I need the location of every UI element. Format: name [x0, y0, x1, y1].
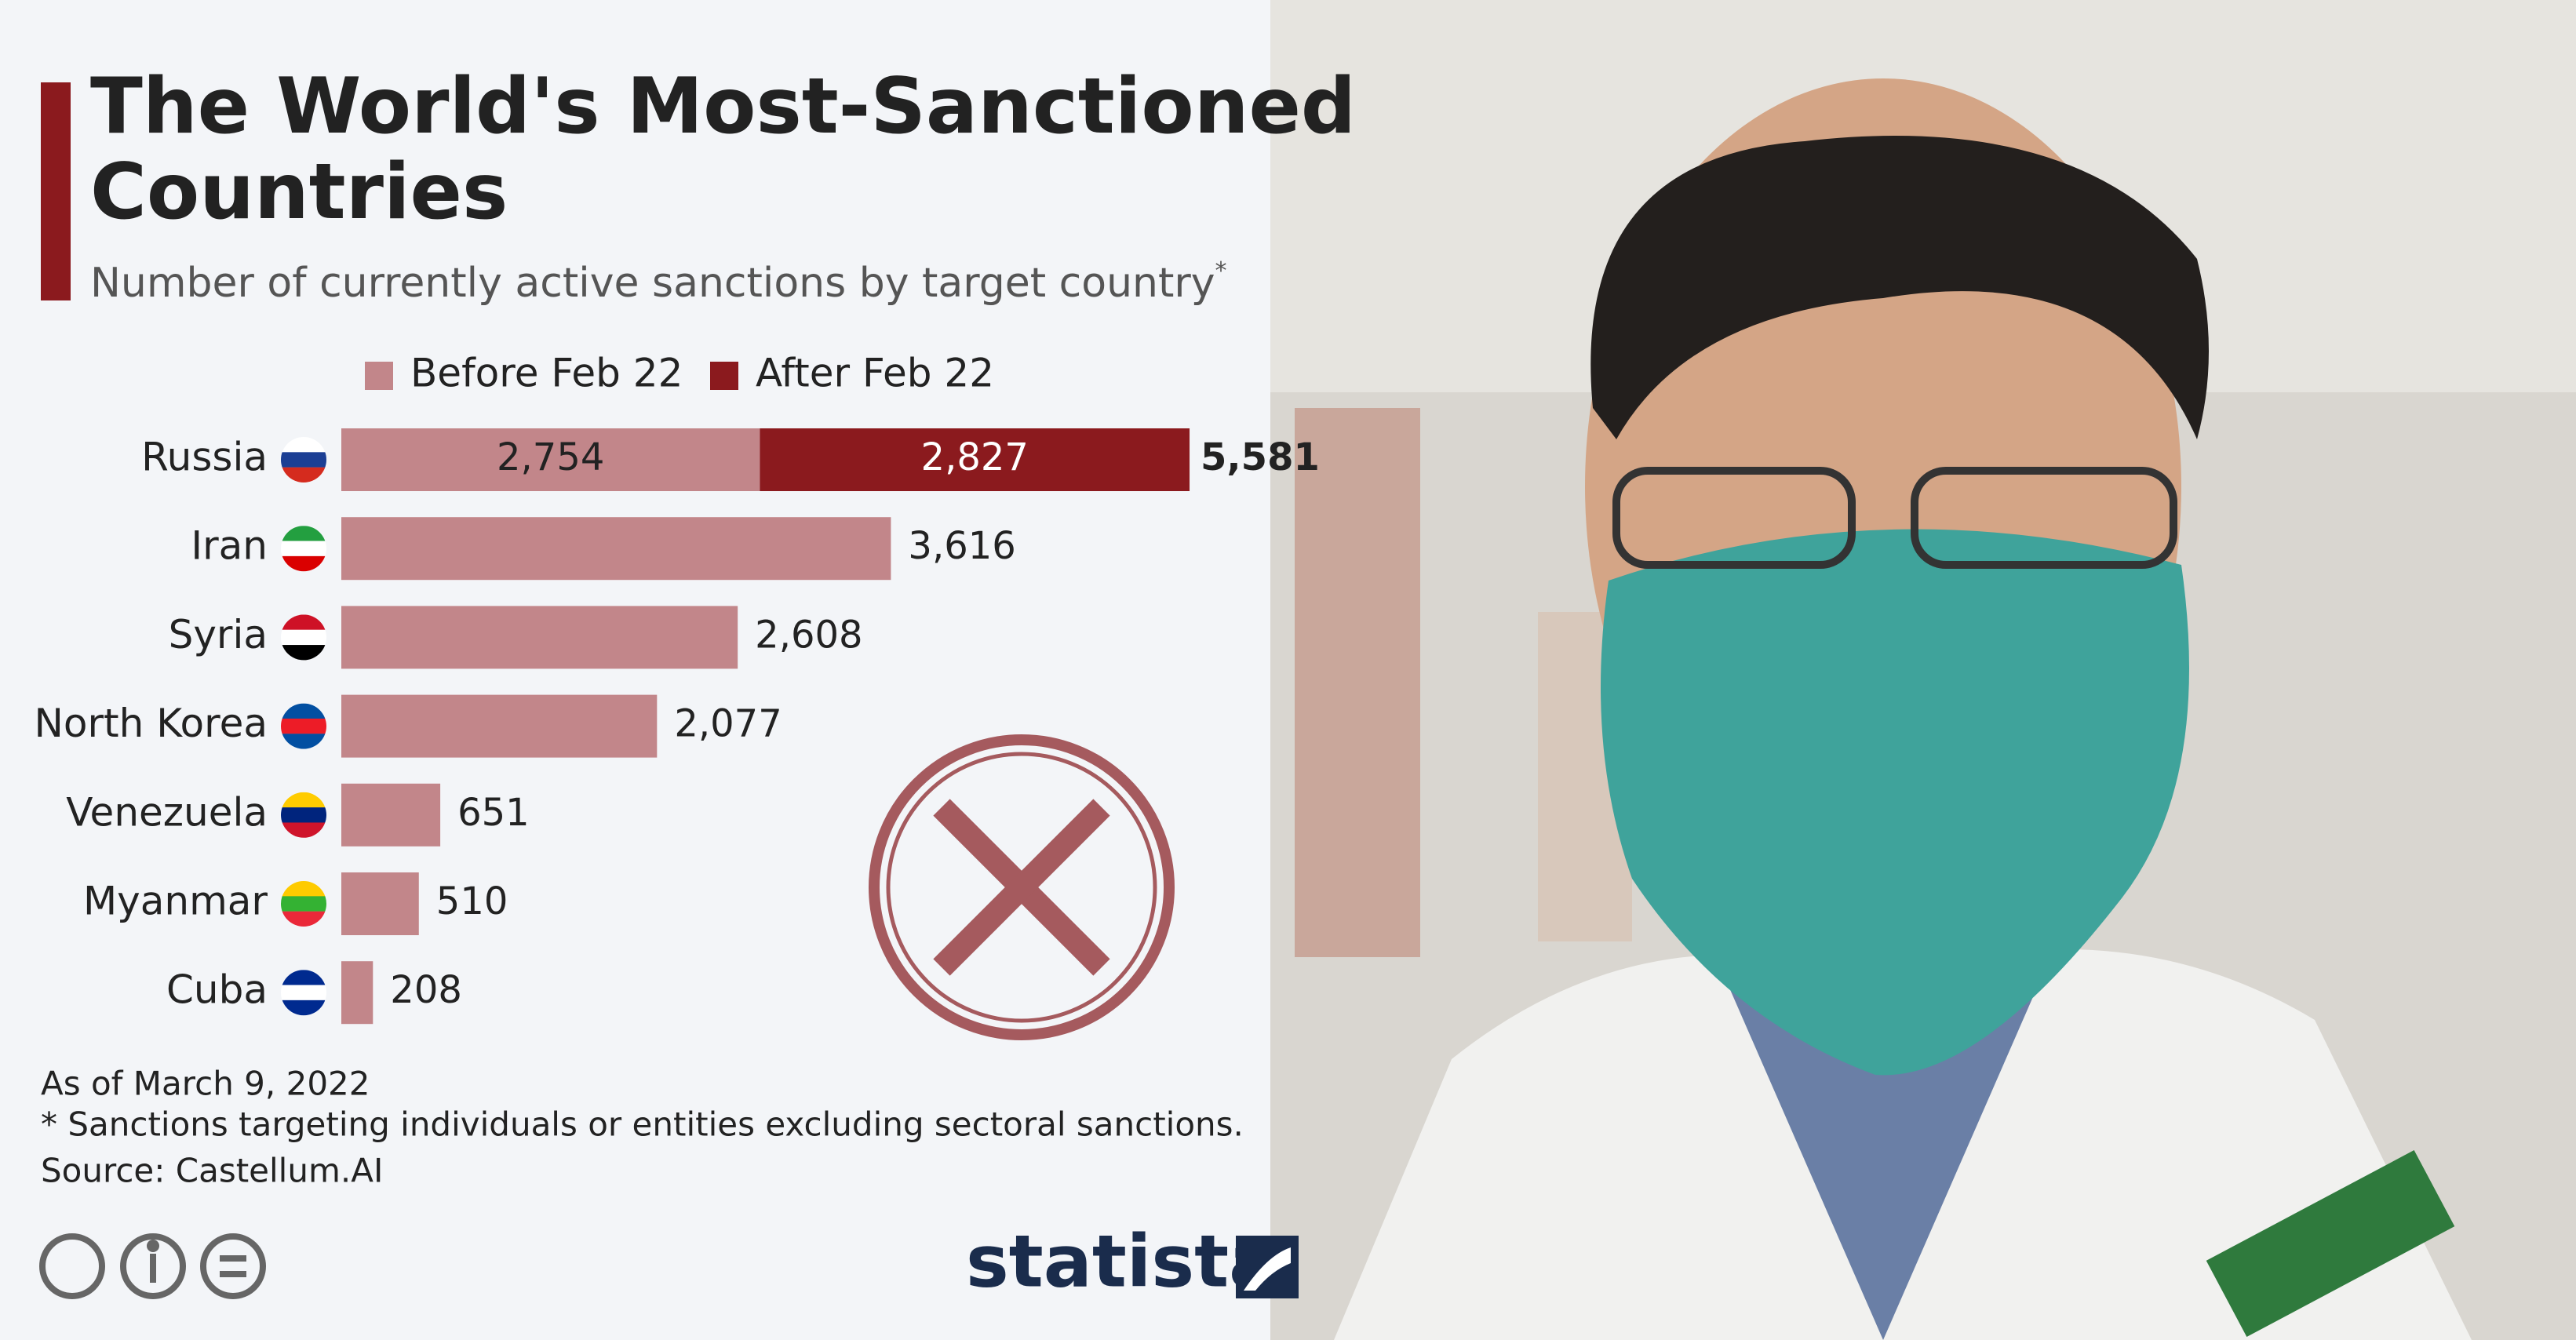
total-label: 5,581: [1201, 435, 1320, 479]
bar: [341, 694, 658, 758]
value-label: 208: [390, 968, 462, 1012]
value-label: 3,616: [908, 524, 1015, 568]
flag-stripe: [281, 452, 326, 468]
flag-stripe: [281, 792, 326, 808]
chart-title: Countries: [90, 147, 508, 237]
legend-swatch: [365, 362, 393, 390]
flag-stripe: [281, 881, 326, 897]
flag-stripe: [281, 645, 326, 661]
flag-stripe: [281, 629, 326, 646]
flag-stripe: [281, 555, 326, 572]
value-label: 2,077: [674, 702, 782, 746]
flag-stripe: [281, 911, 326, 927]
subtitle-text: Number of currently active sanctions by …: [90, 260, 1215, 307]
reject-mark: [869, 734, 1175, 1040]
category-label: Iran: [191, 523, 268, 569]
value-label: 2,754: [497, 435, 604, 479]
note: As of March 9, 2022: [41, 1065, 370, 1103]
note: * Sanctions targeting individuals or ent…: [41, 1105, 1244, 1144]
flag-stripe: [281, 896, 326, 912]
flag-stripe: [281, 437, 326, 453]
value-label: 2,827: [921, 435, 1029, 479]
flag-stripe: [281, 734, 326, 749]
flag-stripe: [281, 822, 326, 838]
flag-stripe: [281, 985, 326, 1001]
category-label: Myanmar: [83, 879, 268, 924]
flag-stripe: [281, 526, 326, 541]
title-accent: [41, 82, 71, 300]
brand-logo: [1236, 1236, 1299, 1298]
bar: [341, 961, 373, 1025]
bar: [341, 428, 760, 491]
subtitle-mark: *: [1215, 257, 1227, 285]
flag-stripe: [281, 1000, 326, 1016]
flag-stripe: [281, 614, 326, 630]
flag-stripe: [281, 807, 326, 823]
brand: statista: [966, 1219, 1277, 1303]
panel-background: [0, 0, 1270, 1340]
flag-stripe: [281, 541, 326, 557]
flag-stripe: [281, 703, 326, 719]
category-label: Venezuela: [66, 789, 268, 835]
subtitle: Number of currently active sanctions by …: [90, 257, 1227, 308]
legend-label: Before Feb 22: [410, 351, 683, 396]
legend-label: After Feb 22: [756, 351, 994, 396]
category-label: Syria: [169, 612, 268, 657]
bar: [760, 428, 1190, 491]
bar: [341, 517, 891, 581]
category-label: Cuba: [166, 967, 268, 1013]
chart-title: The World's Most-Sanctioned: [90, 62, 1356, 151]
value-label: 510: [436, 879, 508, 923]
bar: [341, 783, 441, 847]
photo: [1270, 0, 2576, 1340]
category-label: Russia: [141, 435, 268, 480]
bar: [341, 872, 419, 935]
value-label: 651: [457, 791, 530, 835]
value-label: 2,608: [755, 613, 862, 657]
flag-stripe: [281, 467, 326, 482]
license-icons: [39, 1233, 266, 1299]
legend-swatch: [710, 362, 738, 390]
bar: [341, 606, 738, 669]
source: Source: Castellum.AI: [41, 1152, 383, 1190]
flag-stripe: [281, 718, 326, 734]
flag-stripe: [281, 970, 326, 985]
category-label: North Korea: [35, 701, 268, 746]
